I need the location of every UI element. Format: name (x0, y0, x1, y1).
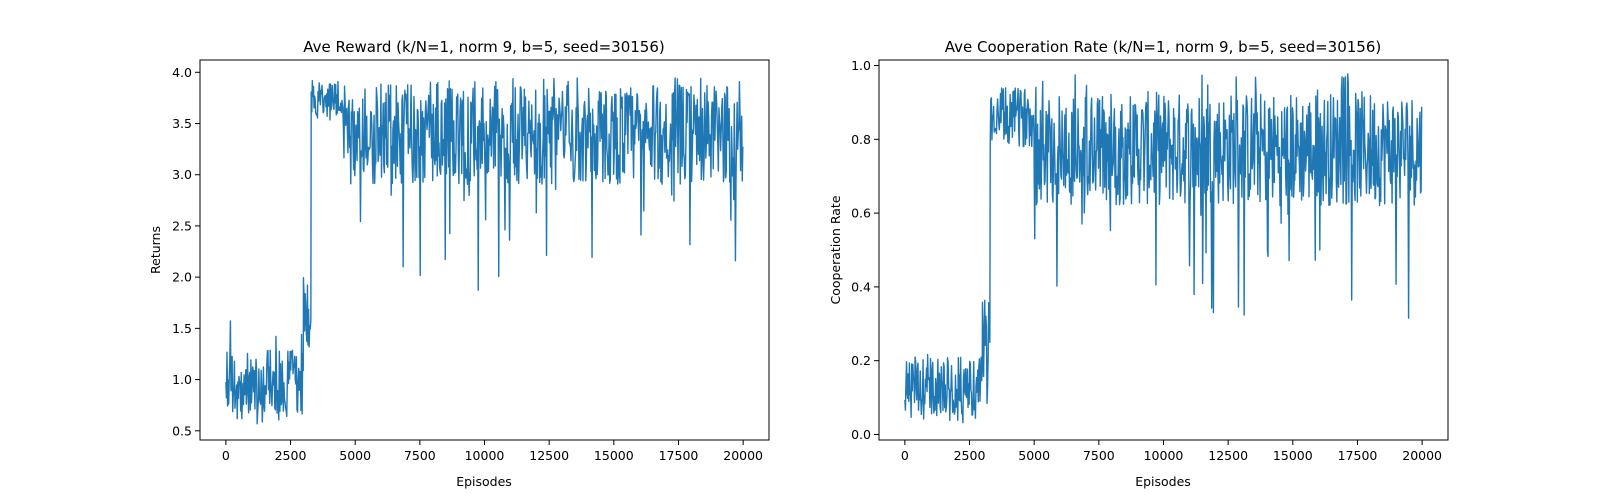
cooperation-x-tick-label: 0 (901, 448, 909, 463)
cooperation-x-tick-label: 5000 (1018, 448, 1050, 463)
cooperation-y-tick-label: 0.0 (851, 427, 871, 442)
cooperation-x-tick-label: 17500 (1338, 448, 1378, 463)
reward-y-ticks: 0.5 1.0 1.5 2.0 2.5 3.0 3.5 4.0 (172, 65, 200, 438)
reward-y-axis-label: Returns (148, 226, 163, 274)
reward-y-tick-label: 1.0 (172, 372, 192, 387)
cooperation-y-tick-label: 0.6 (851, 206, 871, 221)
reward-x-tick-label: 5000 (339, 448, 371, 463)
reward-y-tick-label: 1.5 (172, 321, 192, 336)
cooperation-panel: Ave Cooperation Rate (k/N=1, norm 9, b=5… (828, 38, 1449, 489)
reward-x-tick-label: 15000 (594, 448, 634, 463)
cooperation-y-tick-label: 0.8 (851, 132, 871, 147)
reward-x-tick-label: 2500 (275, 448, 307, 463)
cooperation-x-ticks: 0 2500 5000 7500 10000 12500 15000 17500 20000 (901, 440, 1442, 463)
reward-panel: Ave Reward (k/N=1, norm 9, b=5, seed=301… (148, 38, 770, 489)
cooperation-series-line (904, 73, 1423, 424)
cooperation-x-axis-label: Episodes (1135, 474, 1191, 489)
cooperation-y-tick-label: 0.2 (851, 353, 871, 368)
cooperation-x-tick-label: 10000 (1144, 448, 1184, 463)
cooperation-chart-title: Ave Cooperation Rate (k/N=1, norm 9, b=5… (945, 38, 1381, 56)
cooperation-x-tick-label: 12500 (1208, 448, 1248, 463)
reward-x-ticks: 0 2500 5000 7500 10000 12500 15000 17500 20000 (222, 440, 763, 463)
reward-y-tick-label: 2.0 (172, 270, 192, 285)
reward-x-tick-label: 20000 (723, 448, 763, 463)
cooperation-x-tick-label: 15000 (1273, 448, 1313, 463)
cooperation-x-tick-label: 7500 (1083, 448, 1115, 463)
reward-series-line (225, 77, 744, 425)
reward-x-tick-label: 0 (222, 448, 230, 463)
reward-x-tick-label: 10000 (465, 448, 505, 463)
cooperation-y-tick-label: 1.0 (851, 58, 871, 73)
reward-y-tick-label: 2.5 (172, 218, 192, 233)
cooperation-plot-area (904, 73, 1423, 424)
reward-y-tick-label: 3.5 (172, 116, 192, 131)
reward-x-tick-label: 7500 (404, 448, 436, 463)
reward-x-tick-label: 17500 (659, 448, 699, 463)
reward-x-tick-label: 12500 (529, 448, 569, 463)
cooperation-y-axis-label: Cooperation Rate (828, 195, 843, 304)
reward-y-tick-label: 4.0 (172, 65, 192, 80)
cooperation-x-tick-label: 20000 (1402, 448, 1442, 463)
reward-plot-area (225, 77, 744, 425)
reward-x-axis-label: Episodes (456, 474, 512, 489)
reward-y-tick-label: 0.5 (172, 423, 192, 438)
reward-chart-title: Ave Reward (k/N=1, norm 9, b=5, seed=301… (303, 38, 665, 56)
reward-y-tick-label: 3.0 (172, 167, 192, 182)
cooperation-y-ticks: 0.0 0.2 0.4 0.6 0.8 1.0 (851, 58, 879, 442)
cooperation-y-tick-label: 0.4 (851, 279, 871, 294)
cooperation-x-tick-label: 2500 (954, 448, 986, 463)
